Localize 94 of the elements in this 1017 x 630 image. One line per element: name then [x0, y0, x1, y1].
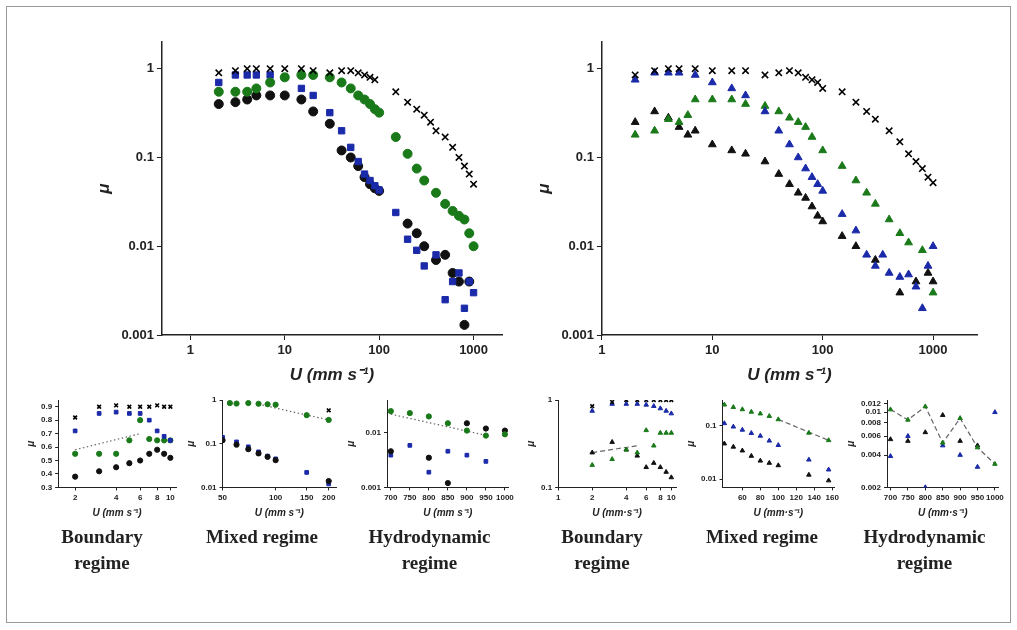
y-tick-label: 1 — [586, 60, 594, 76]
y-tick-label: 0.001 — [360, 482, 382, 492]
x-tick-label: 8 — [658, 493, 664, 503]
y-tick-label: 0.012 — [860, 398, 882, 408]
y-tick-label: 0.001 — [121, 326, 154, 342]
y-tick-label: 0.01 — [865, 407, 882, 417]
x-tick-label: 10 — [666, 493, 677, 503]
x-tick-label: 6 — [137, 493, 143, 503]
text: Boundary regime — [60, 525, 144, 575]
x-tick-label: 700 — [384, 493, 399, 503]
x-tick-label: 900 — [460, 493, 475, 503]
x-tick-label: 4 — [113, 493, 119, 503]
y-tick-label: 0.1 — [541, 482, 553, 492]
x-tick-label: 900 — [953, 493, 968, 503]
x-axis-title: U (mm s⁻¹) — [92, 506, 143, 518]
y-axis-title: μ — [524, 440, 536, 448]
x-tick-label: 950 — [970, 493, 985, 503]
x-tick-label: 100 — [268, 493, 283, 503]
x-axis-title: U (mm s⁻¹) — [747, 365, 832, 385]
y-axis-title: μ — [344, 440, 356, 448]
x-axis-title: U (mm s⁻¹) — [289, 365, 375, 385]
y-tick-label: 0.1 — [205, 438, 218, 448]
x-tick-label: 950 — [479, 493, 494, 503]
y-tick-label: 0.6 — [41, 442, 53, 452]
x-tick-label: 100 — [771, 493, 786, 503]
y-tick-label: 0.004 — [860, 450, 882, 460]
y-tick-label: 0.7 — [41, 428, 53, 438]
x-axis-title: U (mm s⁻¹) — [423, 506, 474, 518]
y-tick-label: 0.8 — [41, 415, 53, 425]
y-axis-title: μ — [684, 440, 696, 448]
y-tick-label: 0.9 — [41, 401, 53, 411]
y-tick-label: 0.1 — [575, 149, 594, 165]
x-tick-label: 4 — [624, 493, 630, 503]
x-tick-label: 80 — [755, 493, 766, 503]
y-tick-label: 0.01 — [128, 237, 154, 253]
text: Hydrodynamic regime — [367, 525, 492, 575]
y-tick-label: 0.4 — [41, 469, 53, 479]
x-tick-label: 10 — [277, 342, 292, 358]
x-tick-label: 850 — [936, 493, 950, 503]
x-tick-label: 1 — [598, 342, 606, 358]
x-axis-title: U (mm·s⁻¹) — [753, 506, 804, 518]
y-tick-label: 0.01 — [365, 428, 382, 438]
x-tick-label: 800 — [918, 493, 933, 503]
y-axis-title: μ — [844, 440, 856, 448]
y-tick-label: 0.008 — [860, 417, 882, 427]
y-tick-label: 0.01 — [568, 237, 594, 253]
x-tick-label: 100 — [368, 342, 391, 358]
x-axis-title: U (mm·s⁻¹) — [592, 506, 643, 518]
x-tick-label: 1000 — [986, 493, 1005, 503]
x-tick-label: 1 — [186, 342, 194, 358]
x-axis-title: U (mm s⁻¹) — [254, 506, 305, 518]
y-axis-title: μ — [533, 182, 553, 195]
x-axis-title: U (mm·s⁻¹) — [917, 506, 969, 518]
x-tick-label: 850 — [441, 493, 456, 503]
x-tick-label: 1000 — [496, 493, 515, 503]
x-tick-label: 1000 — [459, 342, 489, 358]
y-tick-label: 0.1 — [705, 420, 718, 430]
y-tick-label: 1 — [146, 60, 154, 76]
x-tick-label: 1 — [555, 493, 561, 503]
x-tick-label: 750 — [403, 493, 418, 503]
y-axis-title: μ — [93, 182, 113, 195]
text: Mixed regime — [205, 525, 319, 549]
x-tick-label: 8 — [154, 493, 160, 503]
y-axis-title: μ — [184, 440, 196, 448]
text: Mixed regime — [705, 525, 819, 549]
x-tick-label: 140 — [807, 493, 822, 503]
y-tick-label: 0.5 — [41, 455, 53, 465]
text: Hydrodynamic regime — [862, 525, 987, 575]
y-tick-label: 0.01 — [200, 482, 218, 492]
y-tick-label: 0.002 — [860, 482, 882, 492]
y-tick-label: 0.01 — [700, 474, 718, 484]
x-tick-label: 150 — [300, 493, 314, 503]
x-tick-label: 800 — [422, 493, 437, 503]
x-tick-label: 6 — [643, 493, 649, 503]
text: Boundary regime — [560, 525, 644, 575]
y-tick-label: 0.001 — [561, 326, 594, 342]
x-tick-label: 100 — [811, 342, 834, 358]
y-tick-label: 0.3 — [41, 482, 53, 492]
x-tick-label: 60 — [737, 493, 748, 503]
x-tick-label: 160 — [825, 493, 840, 503]
x-tick-label: 200 — [322, 493, 336, 503]
y-axis-title: μ — [24, 440, 36, 448]
x-tick-label: 1000 — [918, 342, 948, 358]
x-tick-label: 2 — [72, 493, 78, 503]
x-tick-label: 10 — [165, 493, 176, 503]
x-tick-label: 750 — [901, 493, 916, 503]
x-tick-label: 10 — [705, 342, 720, 358]
y-tick-label: 0.1 — [135, 149, 154, 165]
y-tick-label: 1 — [212, 395, 218, 405]
y-tick-label: 0.006 — [860, 431, 882, 441]
x-tick-label: 120 — [789, 493, 804, 503]
x-tick-label: 2 — [589, 493, 595, 503]
x-tick-label: 50 — [218, 493, 228, 503]
x-tick-label: 700 — [883, 493, 898, 503]
